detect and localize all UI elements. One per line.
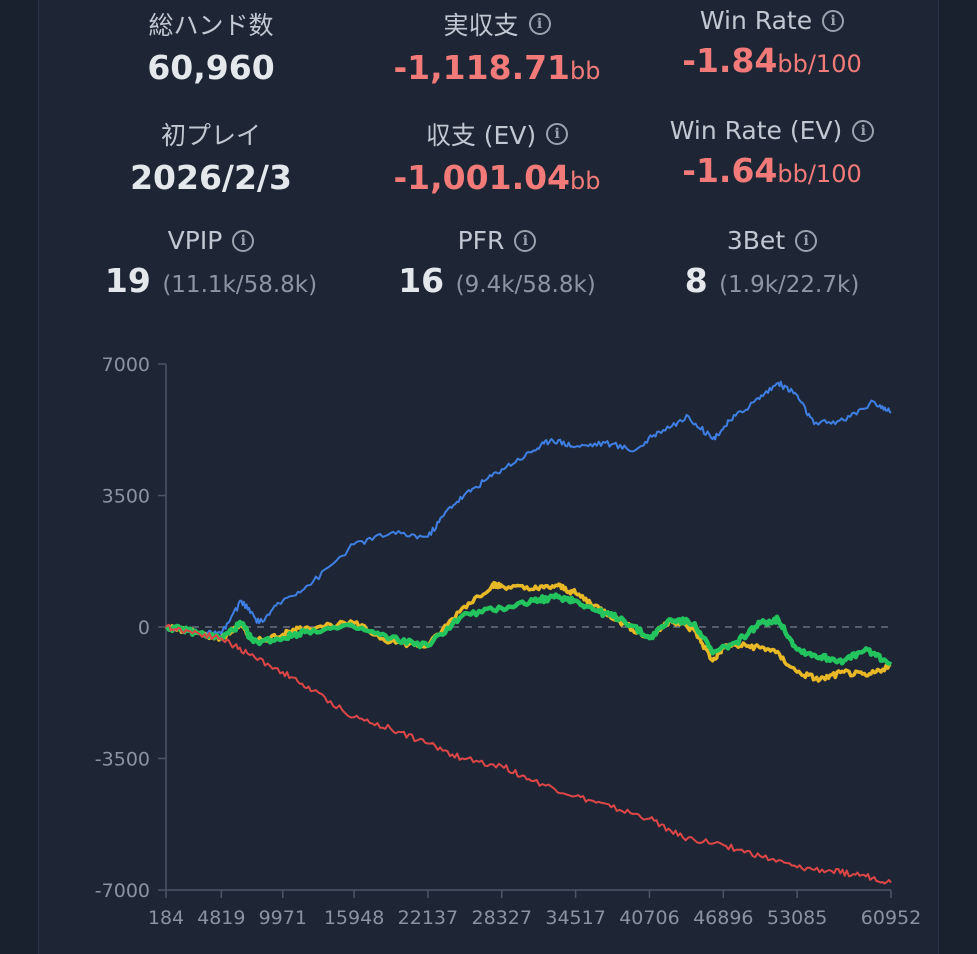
win-rate-ev-value: -1.64 [682, 151, 778, 190]
total-hands-label: 総ハンド数 [148, 11, 274, 40]
win-rate-ev-label: Win Rate (EV) [669, 116, 843, 145]
y-tick-label: -3500 [95, 749, 150, 771]
y-tick-label: -7000 [95, 880, 150, 902]
total-hands-value: 60,960 [147, 48, 275, 87]
win-rate-value: -1.84 [682, 41, 778, 80]
pfr-value: 16 [398, 261, 445, 300]
pfr-label: PFR [457, 226, 505, 255]
stat-actual-profit: 実収支 i -1,118.71bb [347, 6, 647, 87]
series-line-green [165, 592, 893, 667]
info-icon[interactable]: i [514, 229, 537, 252]
vpip-label: VPIP [167, 226, 223, 255]
y-tick-label: 7000 [102, 354, 150, 376]
actual-profit-label: 実収支 [443, 11, 519, 40]
series-line-red [165, 623, 892, 885]
x-tick-label: 53085 [767, 907, 827, 929]
x-tick-label: 40706 [619, 907, 679, 929]
stat-win-rate: Win Rate i -1.84bb/100 [622, 6, 922, 80]
vpip-value: 19 [104, 261, 151, 300]
info-icon[interactable]: i [795, 229, 818, 252]
x-tick-label: 22137 [398, 907, 458, 929]
series-line-blue [165, 380, 892, 638]
x-tick-label: 60952 [861, 907, 921, 929]
stat-win-rate-ev: Win Rate (EV) i -1.64bb/100 [622, 116, 922, 190]
y-tick-label: 3500 [102, 486, 150, 508]
threebet-label: 3Bet [726, 226, 786, 255]
vpip-detail: (11.1k/58.8k) [162, 272, 318, 298]
series-line-yellow [165, 580, 892, 683]
actual-profit-value: -1,118.71 [393, 48, 571, 87]
stat-3bet: 3Bet i 8 (1.9k/22.7k) [622, 226, 922, 300]
chart-series [165, 380, 893, 885]
win-rate-ev-unit: bb/100 [777, 160, 862, 188]
x-tick-label: 34517 [545, 907, 605, 929]
x-tick-label: 184 [148, 907, 184, 929]
info-icon[interactable]: i [232, 229, 255, 252]
stat-profit-ev: 収支 (EV) i -1,001.04bb [347, 116, 647, 197]
stat-total-hands: 総ハンド数 60,960 [61, 6, 361, 87]
stat-pfr: PFR i 16 (9.4k/58.8k) [347, 226, 647, 300]
stat-vpip: VPIP i 19 (11.1k/58.8k) [61, 226, 361, 300]
stats-card: 総ハンド数 60,960 実収支 i -1,118.71bb Win Rate … [38, 0, 939, 954]
x-tick-label: 4819 [197, 907, 245, 929]
first-play-value: 2026/2/3 [130, 158, 292, 197]
threebet-detail: (1.9k/22.7k) [719, 272, 860, 298]
profit-ev-unit: bb [570, 167, 601, 195]
x-tick-label: 28327 [472, 907, 532, 929]
profit-ev-value: -1,001.04 [393, 158, 571, 197]
info-icon[interactable]: i [822, 9, 845, 32]
x-tick-label: 9971 [259, 907, 307, 929]
y-tick-label: 0 [138, 617, 150, 639]
pfr-detail: (9.4k/58.8k) [455, 272, 596, 298]
actual-profit-unit: bb [570, 57, 601, 85]
chart-axes: 7000 3500 0 -3500 -7000 184 4819 9971 15948 22137… [95, 354, 921, 929]
win-rate-label: Win Rate [699, 6, 813, 35]
first-play-label: 初プレイ [160, 121, 261, 150]
profit-ev-label: 収支 (EV) [425, 121, 537, 150]
x-tick-label: 15948 [324, 907, 384, 929]
info-icon[interactable]: i [528, 13, 551, 35]
info-icon[interactable]: i [546, 123, 569, 145]
x-tick-label: 46896 [693, 907, 753, 929]
info-icon[interactable]: i [852, 119, 875, 142]
win-rate-unit: bb/100 [777, 50, 862, 78]
stat-first-play: 初プレイ 2026/2/3 [61, 116, 361, 197]
threebet-value: 8 [684, 261, 708, 300]
